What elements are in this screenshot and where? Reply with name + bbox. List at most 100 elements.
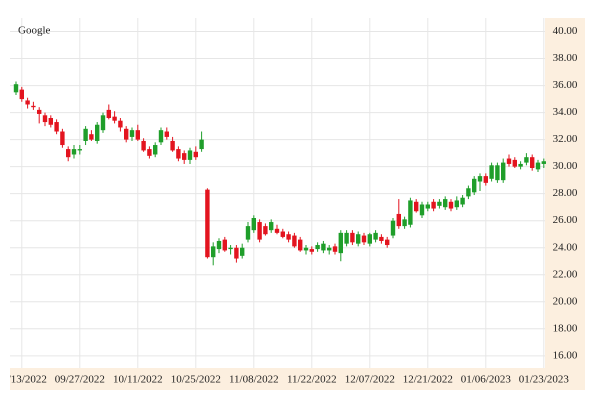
candle-body — [83, 128, 88, 141]
candle-body — [129, 130, 135, 137]
candle-body — [37, 109, 42, 114]
candle-body — [13, 84, 19, 93]
candle-body — [211, 246, 216, 258]
candle-body — [298, 239, 303, 251]
candle-body — [245, 226, 251, 240]
candle-body — [292, 235, 297, 247]
candle-body — [54, 122, 59, 132]
candle-body — [42, 115, 48, 123]
candle-body — [535, 162, 541, 170]
y-tick-label: 18.00 — [553, 322, 578, 334]
candle-body — [164, 131, 169, 137]
x-tick-label: 11/22/2022 — [287, 374, 337, 386]
candle-body — [280, 231, 285, 237]
candle-body — [443, 199, 448, 208]
x-tick-label: 12/21/2022 — [403, 374, 453, 386]
candle-body — [141, 140, 146, 151]
candle-body — [541, 161, 546, 164]
y-tick-label: 40.00 — [553, 25, 578, 37]
candle-body — [379, 236, 384, 241]
candle-body — [489, 165, 494, 179]
candle-body — [419, 204, 425, 216]
candle-body — [118, 120, 123, 128]
x-tick-label: 10/11/2022 — [113, 374, 163, 386]
candle-body — [251, 218, 256, 231]
candle-body — [100, 115, 106, 131]
y-tick-label: 22.00 — [553, 268, 578, 280]
y-tick-label: 20.00 — [553, 295, 578, 307]
candle-body — [257, 222, 262, 240]
candle-body — [350, 232, 355, 243]
x-tick-label: 09/13/2022 — [0, 374, 47, 386]
y-axis-panel — [545, 18, 585, 390]
candle-body — [385, 239, 390, 246]
candle-body — [396, 213, 401, 227]
candle-body — [240, 247, 245, 256]
candle-body — [356, 234, 361, 244]
candle-body — [48, 118, 53, 125]
candle-body — [402, 219, 407, 227]
candle-body — [506, 158, 512, 164]
candle-body — [408, 200, 413, 225]
candle-body — [193, 151, 198, 158]
candle-body — [361, 235, 367, 243]
candle-body — [472, 178, 477, 193]
candle-body — [460, 197, 465, 205]
x-tick-label: 01/23/2023 — [519, 374, 570, 386]
candle-body — [373, 232, 378, 240]
candle-body — [234, 247, 239, 259]
candle-body — [199, 139, 204, 150]
candle-body — [89, 134, 94, 140]
candle-body — [25, 100, 30, 105]
candle-body — [176, 149, 181, 159]
candle-body — [338, 232, 343, 254]
candle-body — [530, 157, 535, 168]
labels: 16.00 18.00 20.00 22.00 24.00 26.00 28.00 30.00… — [0, 25, 578, 386]
candle-body — [106, 109, 111, 118]
candle-body — [205, 189, 210, 258]
candle-body — [147, 149, 152, 156]
candle-body — [518, 163, 523, 167]
candle-body — [327, 247, 332, 251]
x-tick-label: 11/08/2022 — [229, 374, 279, 386]
candle-body — [431, 201, 436, 209]
candle-body — [95, 124, 100, 141]
x-tick-label: 12/07/2022 — [345, 374, 395, 386]
candle-body — [269, 222, 274, 231]
y-tick-label: 34.00 — [553, 106, 578, 118]
candle-body — [344, 232, 349, 244]
candle-body — [425, 204, 430, 209]
candle-body — [135, 130, 140, 140]
candle-body — [390, 220, 396, 236]
candle-body — [466, 188, 471, 197]
y-tick-label: 24.00 — [553, 241, 578, 253]
candle-body — [124, 128, 129, 140]
candle-body — [66, 149, 71, 158]
x-tick-label: 01/06/2023 — [461, 374, 512, 386]
candles — [13, 81, 546, 266]
y-tick-label: 30.00 — [553, 160, 578, 172]
candle-body — [332, 246, 338, 252]
candle-body — [77, 149, 82, 151]
candle-body — [286, 234, 291, 240]
candle-body — [31, 105, 36, 108]
candle-body — [158, 130, 164, 143]
candle-body — [222, 239, 227, 251]
y-tick-label: 32.00 — [553, 133, 578, 145]
candle-body — [228, 247, 233, 250]
y-tick-label: 16.00 — [553, 349, 578, 361]
candle-body — [60, 131, 65, 146]
candle-body — [321, 243, 326, 251]
candle-body — [309, 249, 314, 252]
y-tick-label: 36.00 — [553, 79, 578, 91]
candle-body — [153, 145, 158, 155]
candle-body — [263, 226, 268, 235]
candle-body — [367, 234, 372, 244]
candle-body — [501, 162, 506, 181]
candle-body — [483, 176, 488, 183]
candle-body — [71, 149, 77, 155]
candle-body — [112, 116, 117, 121]
candle-body — [170, 140, 175, 151]
candle-body — [274, 228, 280, 233]
